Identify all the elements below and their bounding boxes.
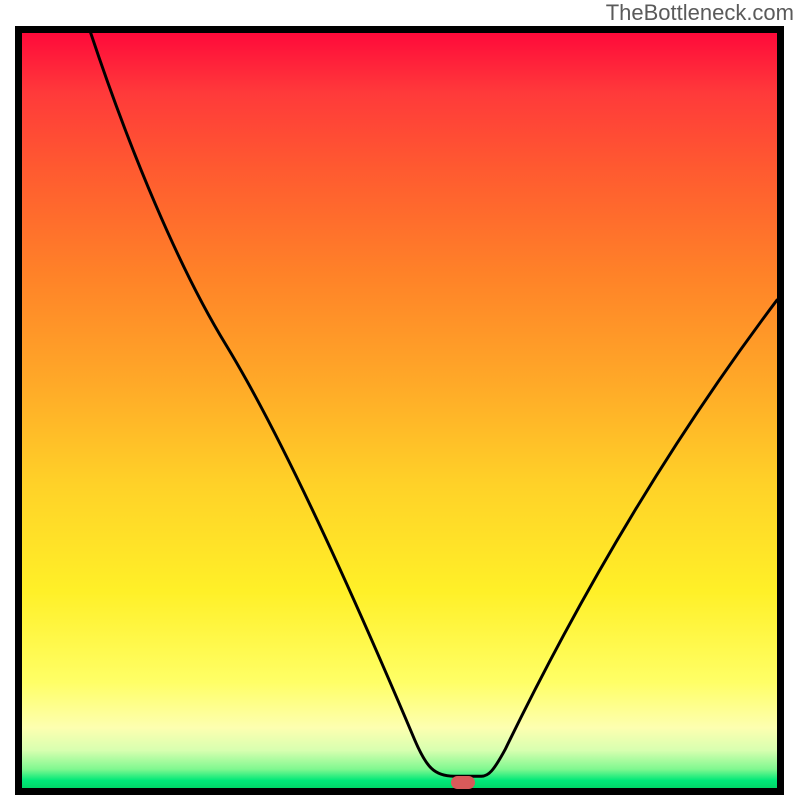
watermark-label: TheBottleneck.com: [606, 0, 794, 26]
plot-frame: [15, 26, 784, 795]
gradient-background: [22, 33, 777, 788]
optimal-marker: [451, 776, 475, 789]
root-container: TheBottleneck.com: [0, 0, 800, 800]
